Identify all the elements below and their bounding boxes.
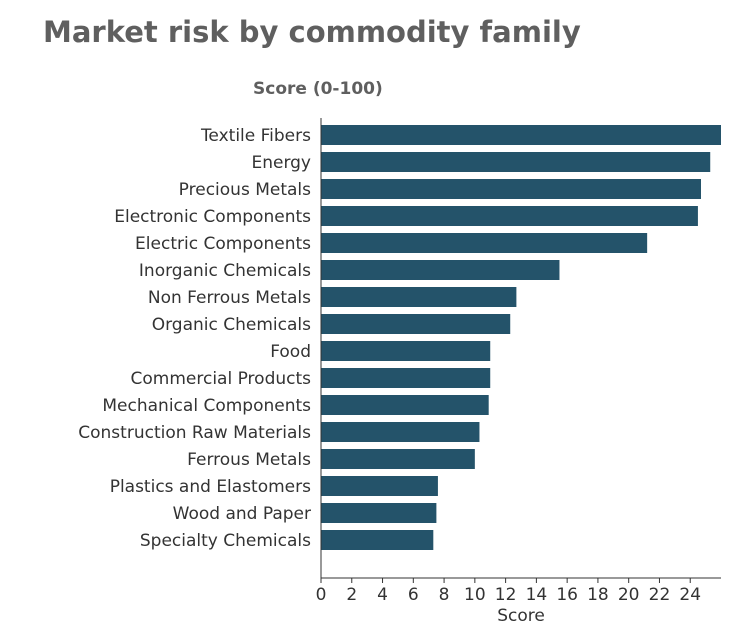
x-tick-label: 8 [439,585,450,605]
x-tick-label: 18 [587,585,609,605]
category-labels: Textile Fibers Energy Precious Metals Elect… [78,126,311,551]
x-tick-label: 6 [408,585,419,605]
axes-group [320,118,721,579]
bar-organic-chemicals [321,314,511,334]
bar-mechanical-components [321,395,489,415]
bar-energy [321,152,711,172]
bar-plastics-and-elastomers [321,476,438,496]
bar-electric-components [321,233,648,253]
x-ticks: 0 2 4 6 8 10 12 14 16 18 20 22 24 [316,578,701,605]
bars-group [321,125,721,550]
x-tick-label: 16 [556,585,578,605]
chart-subtitle: Score (0-100) [253,79,383,99]
bar-precious-metals [321,179,701,199]
category-label: Wood and Paper [173,504,311,524]
category-label: Commercial Products [131,369,312,389]
bar-textile-fibers [321,125,721,145]
category-label: Electric Components [135,234,311,254]
category-label: Energy [251,153,311,173]
chart-title: Market risk by commodity family [43,15,581,49]
category-label: Specialty Chemicals [140,531,311,551]
x-tick-label: 24 [679,585,701,605]
bar-non-ferrous-metals [321,287,517,307]
category-label: Construction Raw Materials [78,423,311,443]
x-tick-label: 2 [346,585,357,605]
x-tick-label: 22 [649,585,671,605]
x-tick-label: 20 [618,585,640,605]
category-label: Non Ferrous Metals [148,288,311,308]
category-label: Electronic Components [114,207,311,227]
bar-ferrous-metals [321,449,475,469]
category-label: Textile Fibers [200,126,311,146]
x-tick-label: 14 [526,585,548,605]
bar-inorganic-chemicals [321,260,560,280]
x-tick-label: 0 [316,585,327,605]
bar-commercial-products [321,368,491,388]
bar-wood-and-paper [321,503,437,523]
x-tick-label: 4 [377,585,388,605]
x-tick-label: 10 [464,585,486,605]
x-tick-label: 12 [495,585,517,605]
bar-electronic-components [321,206,698,226]
x-axis-label: Score [497,606,545,626]
category-label: Organic Chemicals [152,315,311,335]
category-label: Mechanical Components [102,396,311,416]
bar-food [321,341,491,361]
category-label: Precious Metals [179,180,311,200]
bar-construction-raw-materials [321,422,480,442]
category-label: Ferrous Metals [187,450,311,470]
category-label: Plastics and Elastomers [110,477,311,497]
bar-specialty-chemicals [321,530,434,550]
category-label: Inorganic Chemicals [139,261,311,281]
category-label: Food [270,342,311,362]
